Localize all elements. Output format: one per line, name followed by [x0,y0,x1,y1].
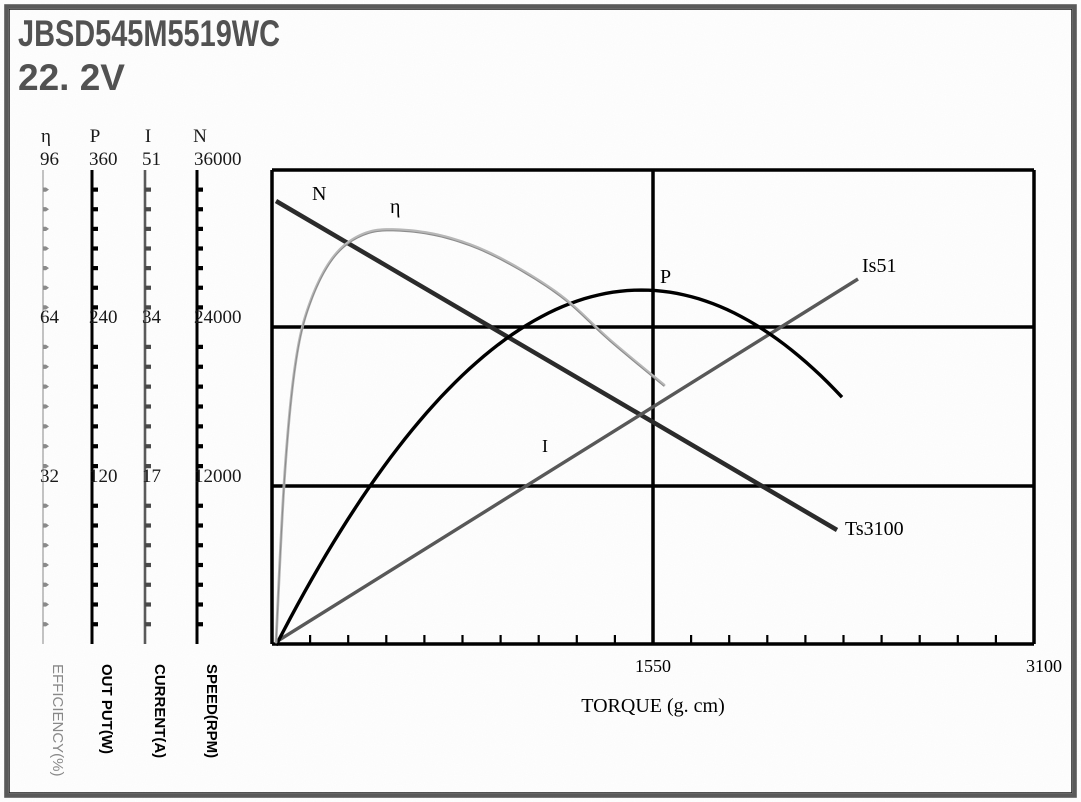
svg-text:I: I [542,436,548,456]
svg-text:240: 240 [89,307,118,328]
svg-text:22. 2V: 22. 2V [18,57,125,98]
svg-text:SPEED(RPM): SPEED(RPM) [203,664,220,758]
svg-text:OUT PUT(W): OUT PUT(W) [98,664,115,754]
svg-text:Is51: Is51 [862,255,896,277]
svg-text:24000: 24000 [194,307,242,328]
svg-text:120: 120 [89,466,118,487]
svg-text:Ts3100: Ts3100 [845,518,904,540]
svg-text:η: η [41,126,51,147]
svg-text:12000: 12000 [194,466,242,487]
svg-text:P: P [90,126,101,147]
svg-text:EFFICIENCY(%): EFFICIENCY(%) [49,664,66,777]
svg-text:N: N [312,183,326,205]
svg-text:TORQUE (g. cm): TORQUE (g. cm) [581,695,725,717]
svg-text:P: P [660,266,671,288]
svg-text:34: 34 [142,307,162,328]
svg-text:I: I [145,126,151,147]
svg-text:17: 17 [142,466,161,487]
svg-text:N: N [193,126,207,147]
svg-text:64: 64 [40,307,60,328]
svg-text:CURRENT(A): CURRENT(A) [151,664,168,758]
svg-text:36000: 36000 [194,149,242,170]
svg-text:51: 51 [142,149,161,170]
svg-text:3100: 3100 [1026,656,1062,676]
svg-text:1550: 1550 [635,656,671,676]
svg-text:32: 32 [40,466,59,487]
svg-text:360: 360 [89,149,118,170]
svg-text:η: η [390,196,400,218]
svg-text:JBSD545M5519WC: JBSD545M5519WC [18,13,280,54]
svg-text:96: 96 [40,149,59,170]
